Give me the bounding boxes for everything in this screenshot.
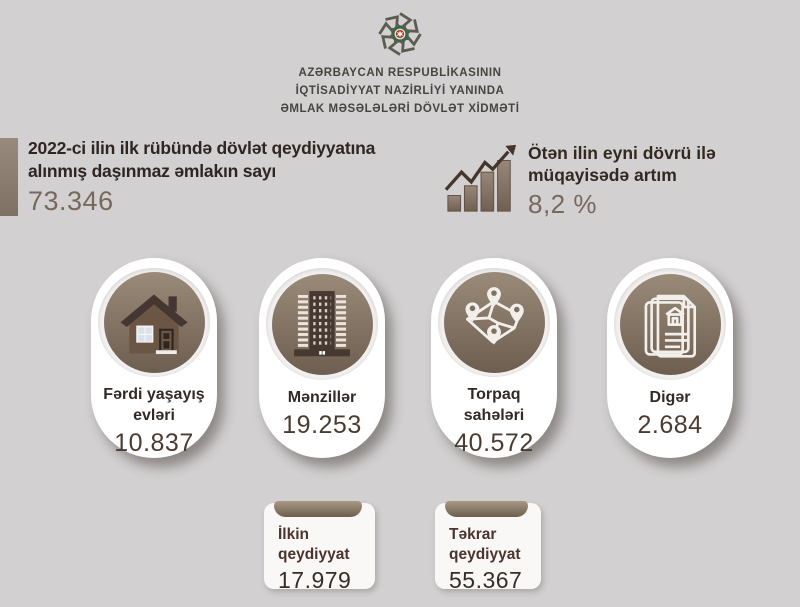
growth-value: 8,2 % bbox=[528, 189, 597, 219]
icon-ring bbox=[438, 268, 550, 377]
rising-bar-chart-arrow-icon bbox=[444, 144, 517, 212]
header: AZƏRBAYCAN RESPUBLİKASININ İQTİSADİYYAT … bbox=[0, 6, 800, 116]
org-name-line-1: AZƏRBAYCAN RESPUBLİKASININ bbox=[298, 67, 502, 79]
category-label: Mənzillər bbox=[287, 389, 357, 406]
growth-block: Ötən ilin eyni dövrü ilə müqayisədə artı… bbox=[528, 142, 716, 220]
category-label: Digər bbox=[649, 389, 691, 406]
house-icon bbox=[120, 294, 188, 354]
growth-label-line-2: müqayisədə artım bbox=[528, 165, 677, 185]
icon-circle bbox=[619, 273, 721, 375]
state-property-service-emblem-icon bbox=[378, 12, 422, 56]
summary-total-value: 73.346 bbox=[28, 186, 114, 216]
category-value: 19.253 bbox=[282, 411, 362, 439]
registration-label: İlkin qeydiyyat bbox=[278, 526, 350, 563]
accent-bar bbox=[0, 138, 18, 216]
summary-title-line-2: alınmış daşınmaz əmlakın sayı bbox=[28, 161, 277, 181]
icon-circle bbox=[103, 272, 205, 373]
documents-icon bbox=[644, 294, 697, 358]
registration-card-tab bbox=[274, 501, 362, 517]
icon-circle bbox=[443, 272, 545, 373]
category-card-other: Digər 2.684 bbox=[607, 258, 733, 458]
category-value: 10.837 bbox=[114, 429, 194, 457]
registration-card-initial: İlkin qeydiyyat 17.979 bbox=[264, 501, 375, 593]
icon-ring bbox=[614, 268, 726, 380]
category-value: 40.572 bbox=[454, 429, 534, 457]
summary-block: 2022-ci ilin ilk rübündə dövlət qeydiyya… bbox=[28, 137, 375, 217]
icon-ring bbox=[266, 268, 378, 380]
category-label: Torpaq sahələri bbox=[463, 386, 525, 424]
growth-label-line-1: Ötən ilin eyni dövrü ilə bbox=[528, 143, 716, 163]
category-value: 2.684 bbox=[637, 411, 703, 439]
summary-title-line-1: 2022-ci ilin ilk rübündə dövlət qeydiyya… bbox=[28, 138, 376, 158]
category-card-land: Torpaq sahələri 40.572 bbox=[431, 258, 557, 458]
org-name-line-3: ƏMLAK MƏSƏLƏLƏRİ DÖVLƏT XİDMƏTİ bbox=[280, 103, 520, 115]
org-name-line-2: İQTİSADİYYAT NAZİRLİYİ YANINDA bbox=[295, 85, 505, 97]
registration-card-tab bbox=[445, 501, 528, 517]
icon-circle bbox=[271, 273, 373, 375]
registration-label: Təkrar qeydiyyat bbox=[449, 526, 521, 563]
category-card-houses: Fərdi yaşayış evləri 10.837 bbox=[91, 258, 217, 458]
land-parcels-icon bbox=[465, 286, 524, 345]
registration-value: 17.979 bbox=[278, 567, 352, 593]
registration-value: 55.367 bbox=[449, 567, 523, 593]
category-card-apartments: Mənzillər 19.253 bbox=[259, 258, 385, 458]
apartment-building-icon bbox=[294, 291, 350, 357]
icon-ring bbox=[98, 268, 210, 377]
registration-card-repeat: Təkrar qeydiyyat 55.367 bbox=[435, 501, 541, 593]
category-label: Fərdi yaşayış evləri bbox=[103, 386, 205, 424]
